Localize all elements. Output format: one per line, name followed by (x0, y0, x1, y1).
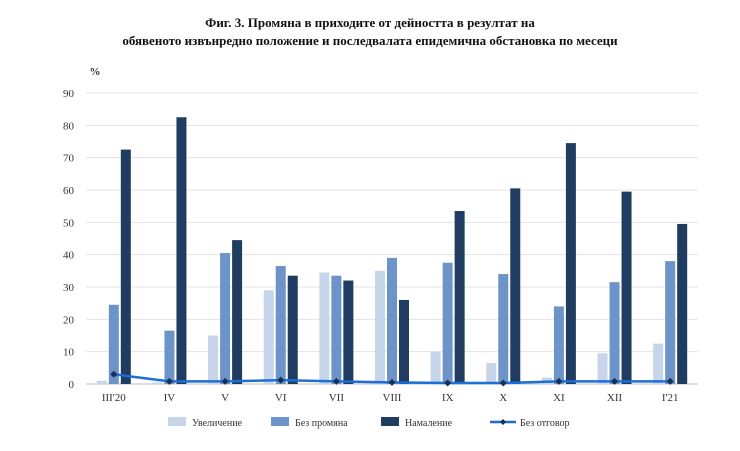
x-tick-label-9: XII (607, 392, 623, 404)
bar-увеличение-7 (486, 362, 497, 384)
bar-увеличение-2 (208, 335, 219, 384)
bar-без-промяна-3 (275, 265, 286, 384)
bar-увеличение-4 (319, 272, 330, 384)
bar-без-промяна-8 (553, 306, 564, 384)
bar-увеличение-10 (653, 343, 664, 384)
line-marker-6 (444, 379, 452, 387)
line-marker-3 (277, 376, 285, 384)
legend-label-3: Без отговор (520, 418, 570, 429)
bar-намаление-2 (232, 240, 243, 384)
bar-без-промяна-4 (331, 275, 342, 384)
y-tick-label-60: 60 (63, 185, 75, 197)
bar-без-промяна-6 (442, 262, 453, 384)
y-tick-label-30: 30 (63, 282, 75, 294)
bar-намаление-9 (621, 191, 632, 384)
bar-увеличение-6 (430, 351, 441, 384)
x-tick-label-3: VI (275, 392, 287, 404)
legend-swatch-1 (271, 417, 289, 426)
bar-без-промяна-9 (609, 282, 620, 384)
x-tick-label-2: V (221, 392, 229, 404)
line-marker-7 (499, 379, 507, 387)
line-marker-2 (221, 377, 229, 385)
line-marker-1 (165, 377, 173, 385)
bar-намаление-10 (677, 223, 688, 384)
x-tick-label-7: X (499, 392, 507, 404)
bar-намаление-8 (565, 143, 576, 384)
chart-title-line-2: обявеното извънредно положение и последв… (122, 33, 618, 48)
bar-намаление-7 (510, 188, 521, 384)
legend-swatch-2 (381, 417, 399, 426)
bar-без-промяна-10 (665, 261, 676, 384)
line-marker-0 (110, 370, 118, 378)
x-tick-label-6: IX (442, 392, 454, 404)
x-tick-label-5: VIII (383, 392, 402, 404)
bar-увеличение-1 (152, 382, 163, 384)
line-marker-9 (611, 377, 619, 385)
y-tick-label-20: 20 (63, 314, 75, 326)
bar-намаление-3 (287, 275, 298, 384)
legend-label-1: Без промяна (295, 418, 348, 429)
bar-без-промяна-1 (164, 330, 175, 384)
x-tick-label-0: III'20 (102, 392, 126, 404)
y-tick-label-70: 70 (63, 153, 75, 165)
x-tick-label-4: VII (329, 392, 345, 404)
bar-намаление-4 (343, 280, 354, 384)
legend-label-2: Намаление (405, 418, 453, 429)
line-marker-8 (555, 377, 563, 385)
bar-без-промяна-0 (108, 304, 119, 384)
bar-без-промяна-7 (498, 274, 509, 384)
bar-без-промяна-2 (220, 253, 231, 384)
bar-увеличение-9 (597, 353, 608, 384)
y-axis-unit: % (90, 66, 101, 78)
x-tick-label-10: I'21 (662, 392, 679, 404)
y-tick-label-10: 10 (63, 347, 75, 359)
y-tick-label-90: 90 (63, 88, 75, 100)
legend-swatch-0 (168, 417, 186, 426)
bar-намаление-5 (399, 299, 409, 384)
y-tick-label-40: 40 (63, 250, 75, 262)
legend-label-0: Увеличение (192, 418, 243, 429)
line-marker-4 (332, 377, 340, 385)
bar-без-промяна-5 (387, 257, 397, 384)
bar-увеличение-3 (263, 290, 274, 384)
bar-намаление-0 (120, 149, 131, 384)
bar-увеличение-5 (375, 270, 385, 384)
y-tick-label-0: 0 (69, 379, 75, 391)
x-tick-label-1: IV (164, 392, 176, 404)
x-tick-label-8: XI (553, 392, 565, 404)
bar-увеличение-0 (96, 380, 107, 384)
line-marker-5 (388, 378, 396, 386)
legend-marker-3 (500, 419, 506, 425)
y-tick-label-50: 50 (63, 217, 75, 229)
bar-намаление-1 (176, 117, 187, 384)
bar-намаление-6 (454, 211, 465, 384)
line-marker-10 (666, 377, 674, 385)
chart-title-line-1: Фиг. 3. Промяна в приходите от дейността… (205, 15, 535, 30)
y-tick-label-80: 80 (63, 120, 75, 132)
